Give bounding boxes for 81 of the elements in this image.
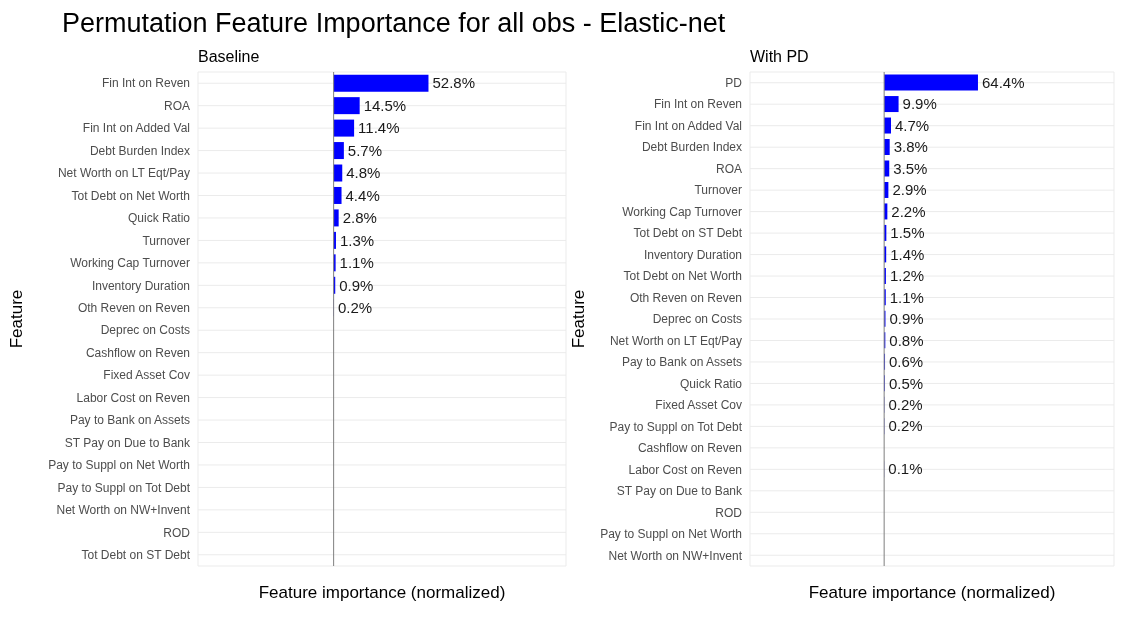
data-label: 64.4% [981, 73, 1025, 91]
y-tick-label: Net Worth on LT Eqt/Pay [609, 333, 742, 348]
y-tick-label: Debt Burden Index [641, 140, 742, 155]
data-label: 0.8% [889, 331, 924, 349]
y-tick-label: Turnover [694, 183, 742, 198]
y-axis-title: Feature [7, 289, 27, 349]
data-label: 0.5% [888, 374, 924, 392]
data-label: 1.4% [890, 245, 925, 263]
data-label: 1.5% [890, 224, 925, 242]
y-tick-label: Debt Burden Index [89, 143, 190, 158]
data-label: 4.8% [346, 164, 381, 182]
y-tick-label: Fixed Asset Cov [655, 398, 742, 413]
y-tick-label: Pay to Suppl on Tot Debt [57, 480, 191, 495]
y-tick-label: Turnover [142, 233, 190, 248]
y-tick-label: Pay to Bank on Assets [69, 413, 190, 428]
y-tick-label: Fin Int on Added Val [634, 118, 742, 133]
y-tick-label: Quick Ratio [127, 211, 191, 226]
y-tick-label: Tot Debt on Net Worth [71, 188, 190, 203]
data-label: 2.8% [342, 209, 377, 227]
y-tick-label: Fixed Asset Cov [103, 368, 190, 383]
data-label: 4.4% [345, 186, 380, 204]
data-label: 2.2% [891, 202, 926, 220]
data-label: 1.3% [339, 231, 375, 249]
y-tick-label: ROA [715, 161, 742, 176]
data-label: 52.8% [432, 74, 476, 92]
y-tick-label: ROD [163, 525, 191, 540]
data-label: 0.9% [339, 276, 374, 294]
y-tick-label: Net Worth on LT Eqt/Pay [57, 166, 190, 181]
y-tick-label: Oth Reven on Reven [629, 290, 742, 305]
data-label: 5.7% [347, 141, 383, 159]
y-tick-label: Inventory Duration [91, 278, 190, 293]
data-label: 0.2% [337, 298, 373, 316]
x-axis-title: Feature importance (normalized) [808, 583, 1056, 602]
data-label: 1.2% [889, 267, 925, 285]
data-label: 3.8% [893, 138, 928, 156]
data-label: 14.5% [363, 96, 407, 114]
data-label: 1.1% [889, 288, 924, 306]
data-label: 0.9% [889, 310, 924, 328]
y-tick-label: Net Worth on NW+Invent [608, 548, 743, 563]
y-tick-label: PD [725, 76, 743, 90]
y-tick-label: Fin Int on Reven [101, 76, 190, 91]
data-label: 9.9% [902, 95, 937, 113]
y-tick-label: Tot Debt on ST Debt [81, 548, 191, 563]
data-label: 1.1% [339, 254, 374, 272]
data-label: 0.6% [889, 353, 924, 371]
y-tick-label: Pay to Suppl on Tot Debt [609, 419, 743, 434]
y-tick-label: Inventory Duration [643, 247, 742, 262]
data-label: 0.2% [888, 396, 923, 413]
data-label: 4.7% [895, 116, 930, 134]
y-tick-label: Working Cap Turnover [70, 256, 190, 271]
y-tick-label: Deprec on Costs [100, 323, 190, 338]
y-tick-label: Pay to Bank on Assets [621, 355, 742, 370]
chart-subtitle: Baseline [197, 48, 261, 67]
y-tick-label: ROA [163, 98, 190, 113]
y-tick-label: ST Pay on Due to Bank [616, 484, 743, 499]
y-axis-title: Feature [569, 289, 589, 349]
y-tick-label: Quick Ratio [679, 376, 743, 391]
y-tick-label: Tot Debt on ST Debt [633, 226, 743, 241]
y-tick-label: Working Cap Turnover [622, 204, 742, 219]
y-tick-label: Oth Reven on Reven [77, 301, 190, 316]
data-label: 3.5% [893, 159, 928, 177]
y-tick-label: Labor Cost on Reven [76, 390, 190, 405]
y-tick-label: Cashflow on Reven [637, 441, 742, 456]
data-label: 11.4% [358, 119, 400, 137]
y-tick-label: Cashflow on Reven [85, 345, 190, 360]
y-tick-label: Tot Debt on Net Worth [623, 269, 742, 284]
y-tick-label: Fin Int on Reven [653, 97, 742, 112]
chart-title: Permutation Feature Importance for all obs - Elastic-net [61, 8, 727, 40]
data-label: 2.9% [892, 181, 927, 199]
y-tick-label: Fin Int on Added Val [82, 121, 190, 136]
data-label: 0.1% [888, 460, 923, 478]
y-tick-label: Labor Cost on Reven [628, 462, 742, 477]
y-tick-label: Pay to Suppl on Net Worth [600, 527, 742, 542]
y-tick-label: Net Worth on NW+Invent [56, 503, 191, 518]
chart-subtitle: With PD [749, 48, 810, 67]
y-tick-label: ROD [715, 505, 743, 520]
y-tick-label: Pay to Suppl on Net Worth [48, 458, 190, 473]
x-axis-title: Feature importance (normalized) [258, 583, 506, 602]
data-label: 0.2% [888, 417, 923, 435]
y-tick-label: Deprec on Costs [652, 312, 742, 327]
y-tick-label: ST Pay on Due to Bank [64, 435, 191, 450]
